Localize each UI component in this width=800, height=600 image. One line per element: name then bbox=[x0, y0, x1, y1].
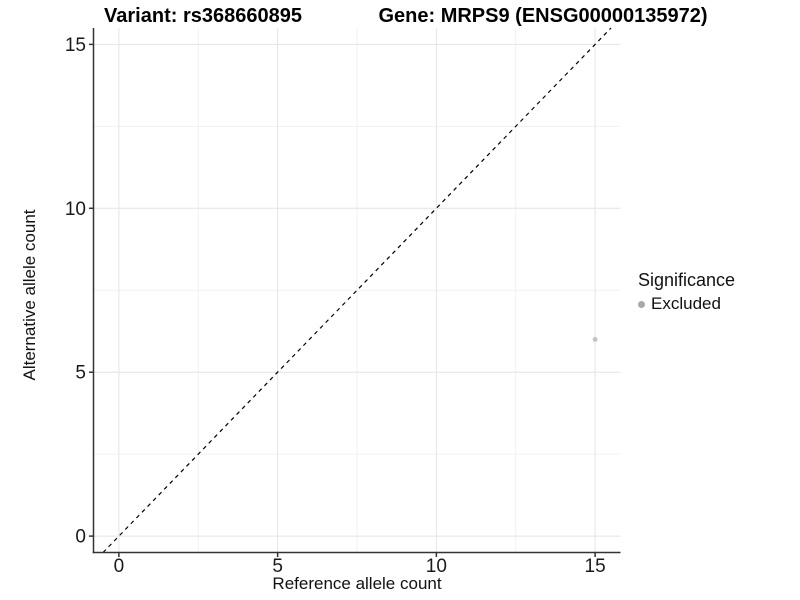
y-tick-label: 10 bbox=[65, 199, 86, 220]
x-tick-label: 10 bbox=[426, 556, 447, 577]
x-tick-label: 0 bbox=[114, 556, 125, 577]
y-tick-label: 15 bbox=[65, 35, 86, 56]
legend-item-excluded: Excluded bbox=[638, 294, 735, 314]
legend: Significance Excluded bbox=[638, 270, 735, 314]
x-tick-label: 15 bbox=[585, 556, 606, 577]
y-axis-title: Alternative allele count bbox=[20, 209, 39, 381]
identity-line bbox=[102, 27, 612, 553]
x-axis-title: Reference allele count bbox=[272, 574, 442, 593]
gene-title: Gene: MRPS9 (ENSG00000135972) bbox=[378, 5, 708, 27]
y-tick-label: 5 bbox=[75, 363, 86, 384]
x-tick-label: 5 bbox=[272, 556, 283, 577]
y-tick-label: 0 bbox=[75, 527, 86, 548]
data-point bbox=[592, 337, 598, 342]
variant-title: Variant: rs368660895 bbox=[104, 5, 302, 27]
legend-key-dot bbox=[638, 300, 645, 308]
legend-title: Significance bbox=[638, 270, 736, 290]
legend-item-label: Excluded bbox=[651, 294, 721, 313]
